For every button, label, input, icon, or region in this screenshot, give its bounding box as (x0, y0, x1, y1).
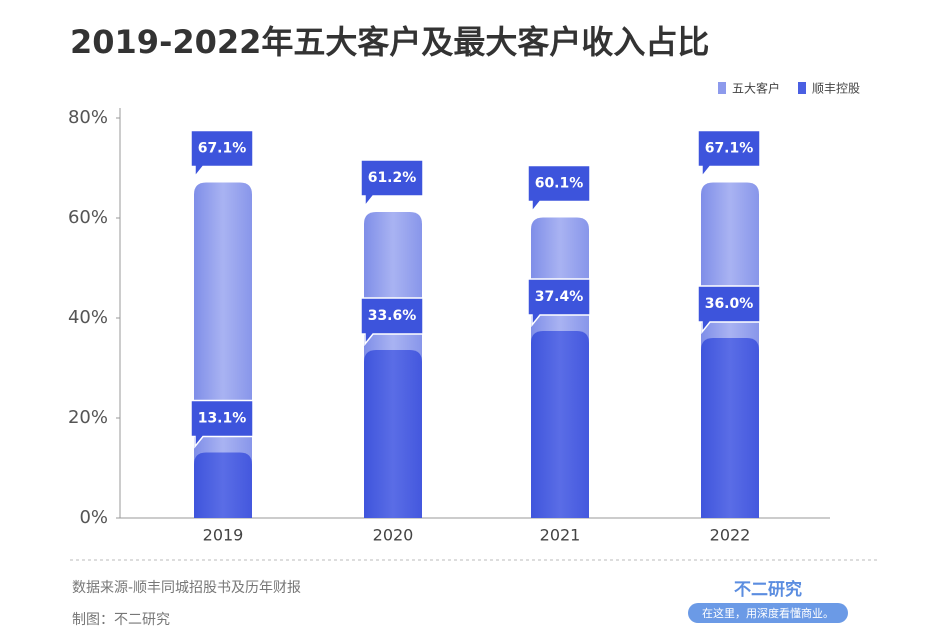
data-label: 36.0% (705, 296, 754, 312)
x-tick-label: 2020 (373, 526, 414, 545)
y-tick-label: 80% (68, 107, 108, 128)
y-tick-label: 20% (68, 407, 108, 428)
data-label: 13.1% (198, 411, 247, 427)
brand: 不二研究 (734, 579, 802, 600)
label-callout (190, 129, 254, 179)
bar (364, 350, 422, 518)
label-callout (527, 278, 591, 328)
bar (531, 331, 589, 518)
slogan: 在这里，用深度看懂商业。 (702, 606, 834, 620)
credit-note: 制图：不二研究 (72, 612, 170, 628)
chart-title: 2019-2022年五大客户及最大客户收入占比 (70, 23, 709, 61)
label-callout (360, 159, 424, 209)
legend-swatch (798, 82, 806, 94)
x-tick-label: 2019 (203, 526, 244, 545)
label-callout (697, 285, 761, 335)
y-tick-label: 0% (79, 507, 108, 528)
y-tick-label: 40% (68, 307, 108, 328)
legend-label: 五大客户 (732, 81, 780, 96)
source-note: 数据来源-顺丰同城招股书及历年财报 (72, 580, 301, 596)
label-callout (697, 129, 761, 179)
label-callout (527, 164, 591, 214)
data-label: 37.4% (535, 289, 584, 305)
bar (701, 338, 759, 518)
data-label: 61.2% (368, 170, 417, 186)
legend-swatch (718, 82, 726, 94)
data-label: 33.6% (368, 308, 417, 324)
y-tick-label: 60% (68, 207, 108, 228)
label-callout (360, 297, 424, 347)
x-tick-label: 2021 (540, 526, 581, 545)
x-tick-label: 2022 (710, 526, 751, 545)
bar (194, 452, 252, 518)
slogan-pill (688, 603, 848, 623)
data-label: 67.1% (198, 141, 247, 157)
label-callout (190, 399, 254, 449)
data-label: 60.1% (535, 176, 584, 192)
data-label: 67.1% (705, 141, 754, 157)
legend-label: 顺丰控股 (812, 82, 860, 96)
